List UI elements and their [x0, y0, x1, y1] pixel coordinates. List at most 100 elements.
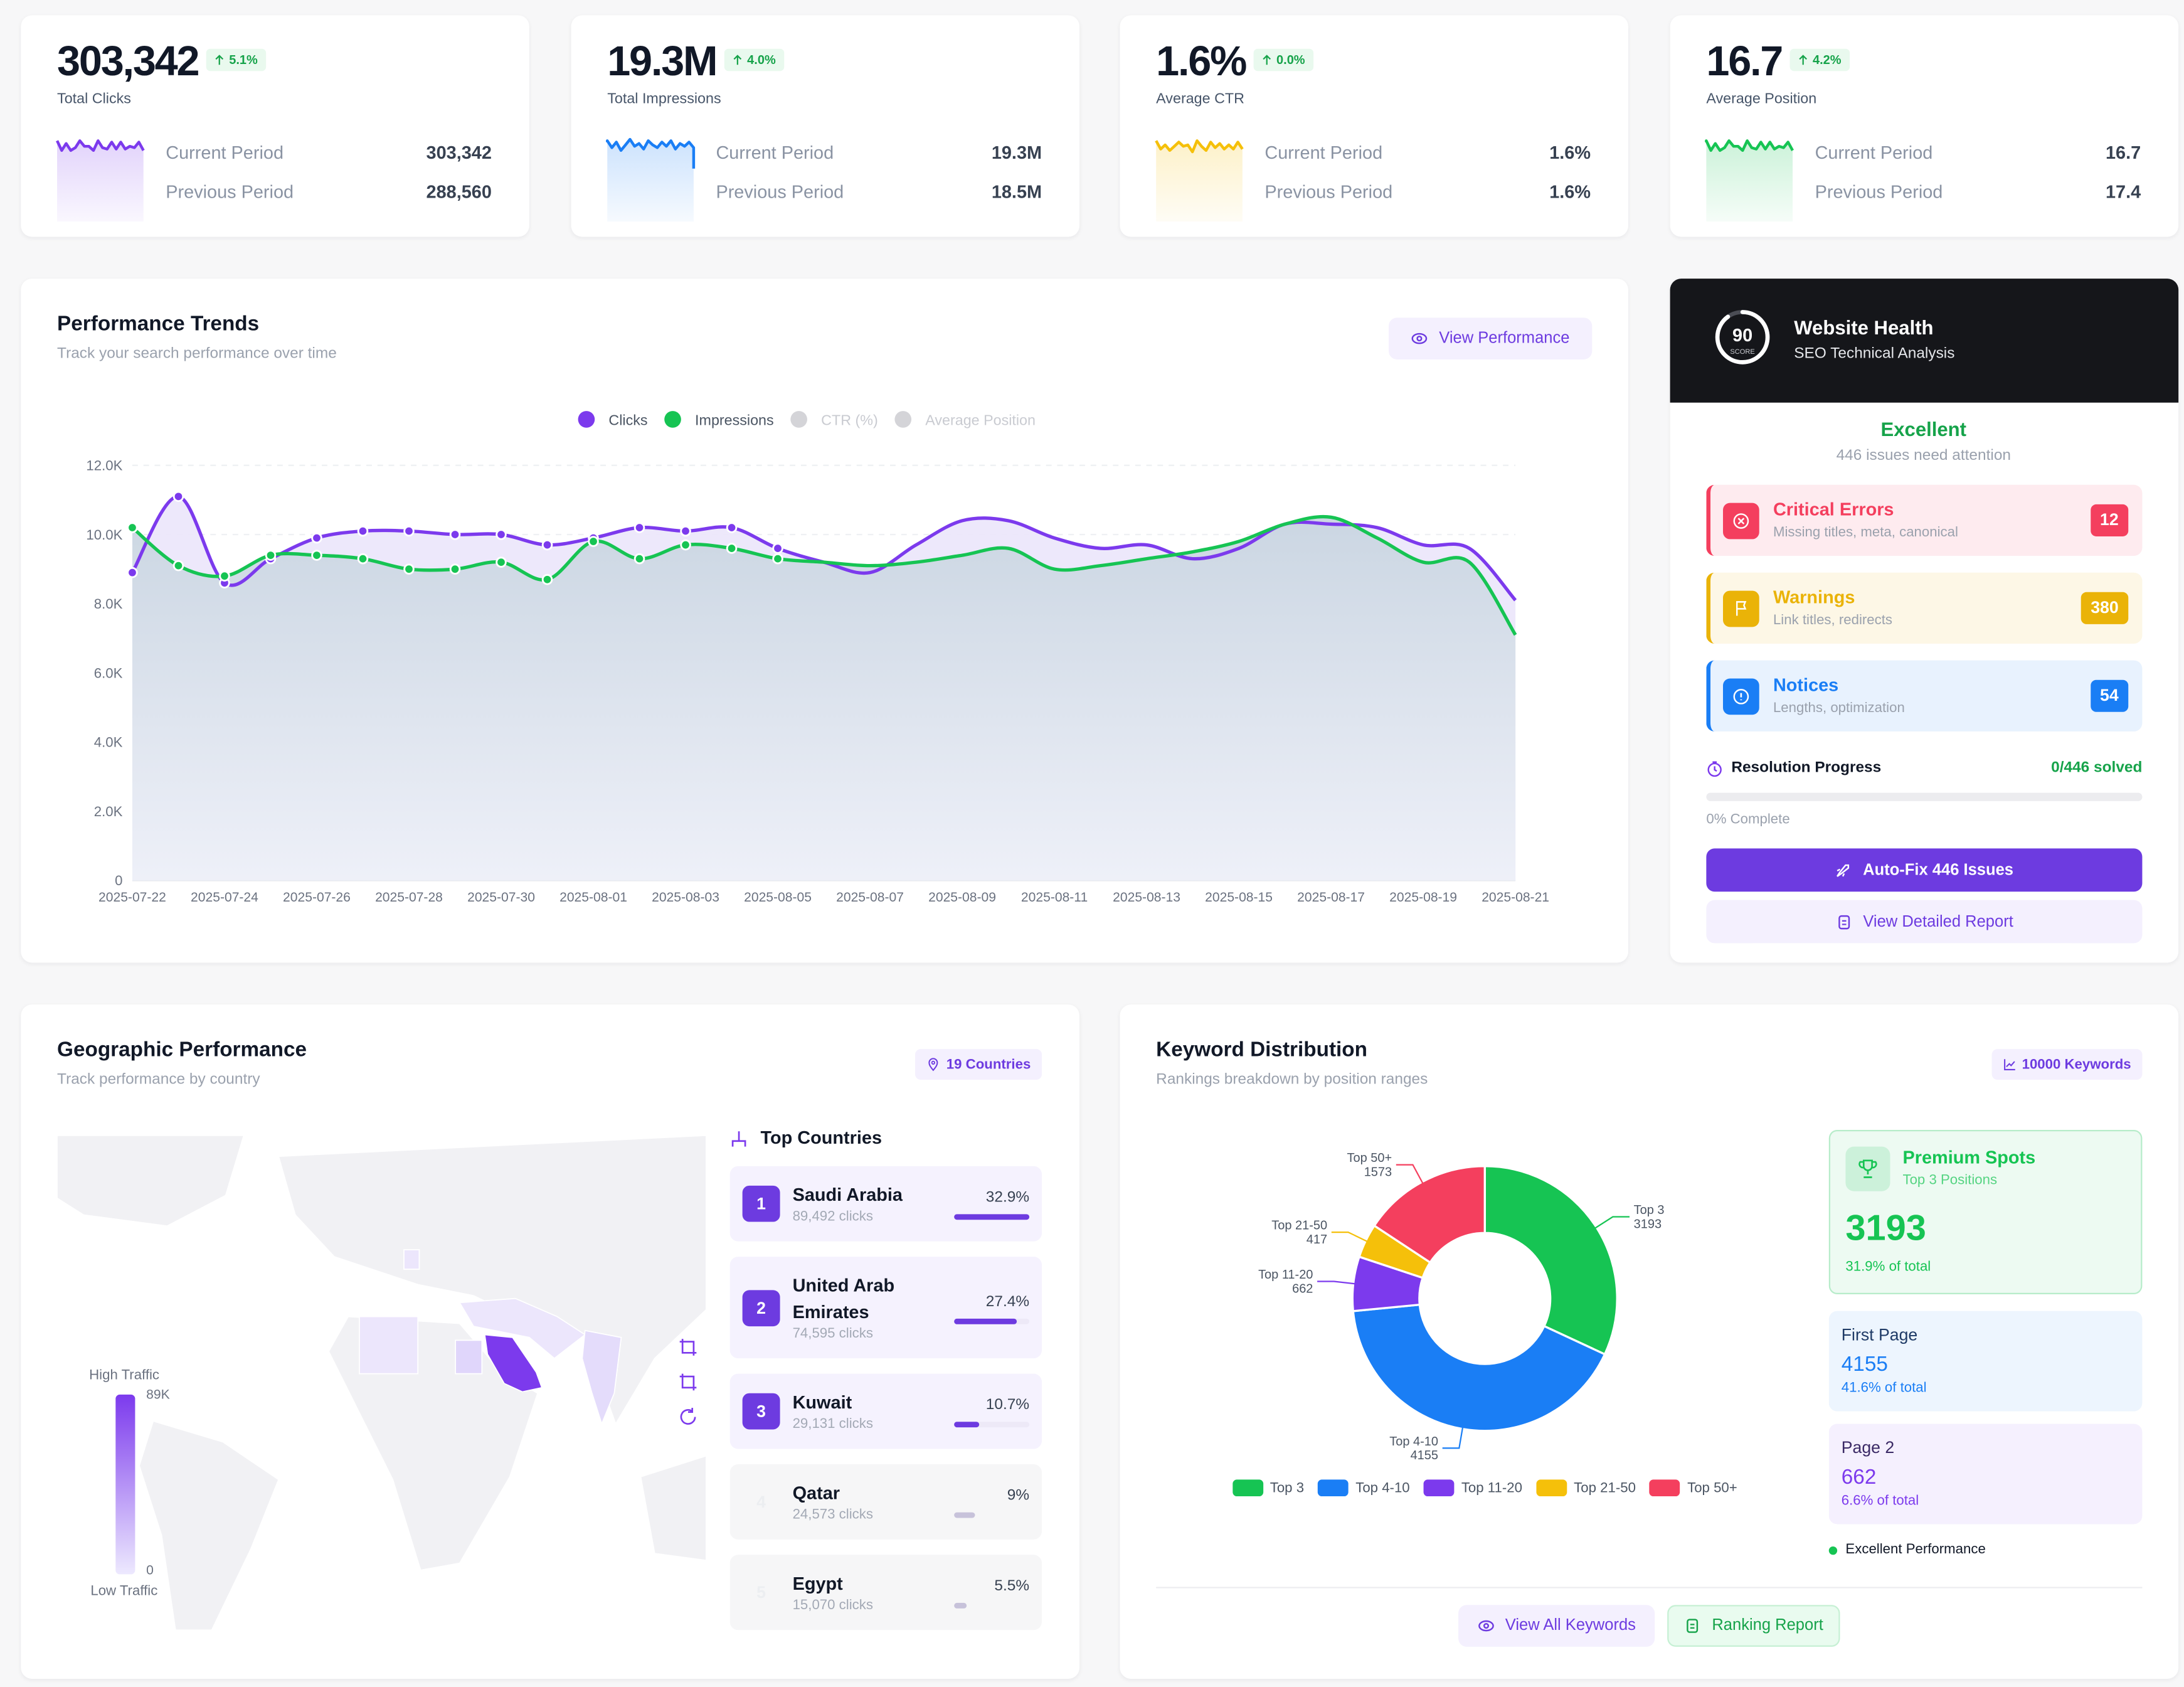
sparkline-line [56, 139, 145, 152]
x-tick-label: 2025-08-01 [559, 890, 627, 905]
list-icon [731, 1131, 746, 1147]
status-dot [1828, 1546, 1838, 1555]
legend-min: 0 [146, 1563, 154, 1579]
series-area [132, 516, 1516, 881]
view-performance-button[interactable]: View Performance [1389, 317, 1593, 359]
x-tick-label: 2025-08-05 [744, 890, 812, 905]
legend-max: 89K [146, 1388, 170, 1403]
auto-fix-button[interactable]: Auto-Fix 446 Issues [1706, 848, 2143, 892]
kpi-change-text: 4.2% [1812, 53, 1842, 67]
button-label: View Detailed Report [1863, 913, 2013, 930]
legend-label[interactable]: Clicks [608, 412, 647, 428]
legend-swatch [1650, 1479, 1680, 1497]
slice-value: 662 [1292, 1282, 1313, 1296]
kpi-head: 16.7 4.2% [1706, 38, 1850, 88]
issue-title: Notices [1773, 674, 1839, 696]
sparkline-area [607, 139, 694, 222]
legend-item[interactable]: Top 11-20 [1423, 1479, 1522, 1497]
icon-shape [1690, 1624, 1695, 1629]
kpi-change-text: 5.1% [229, 53, 258, 67]
ranking-report-button[interactable]: Ranking Report [1667, 1605, 1840, 1647]
icon-shape [1737, 518, 1745, 524]
button-label: Auto-Fix 446 Issues [1863, 861, 2014, 879]
sparkline [1705, 139, 1794, 222]
data-point [172, 491, 184, 503]
x-tick-label: 2025-07-26 [283, 890, 351, 905]
view-keywords-button[interactable]: View All Keywords [1458, 1605, 1655, 1647]
map-control[interactable] [678, 1407, 697, 1427]
share-bar [954, 1422, 979, 1428]
legend-item[interactable]: Top 21-50 [1536, 1479, 1636, 1497]
donut-slice [1352, 1303, 1606, 1432]
legend-item[interactable]: Top 4-10 [1318, 1479, 1410, 1497]
data-point [357, 525, 369, 537]
issue-desc: Missing titles, meta, canonical [1773, 525, 1958, 541]
issue-icon [1723, 678, 1759, 715]
icon-shape [679, 1373, 697, 1391]
data-point [449, 563, 461, 575]
sparkline-area [1706, 141, 1793, 222]
current-label: Current Period [1264, 142, 1383, 164]
up-arrow-shape [734, 55, 743, 65]
legend-label[interactable]: Average Position [925, 412, 1036, 428]
data-point [541, 539, 553, 551]
data-point [726, 543, 738, 554]
country-name: Egypt [792, 1573, 843, 1594]
share-group: 10.7% [954, 1395, 1030, 1428]
legend-item[interactable]: Top 3 [1232, 1479, 1304, 1497]
data-point [541, 573, 553, 585]
health-header [1670, 279, 2179, 403]
share-bar [954, 1602, 967, 1609]
up-arrow [1800, 55, 1808, 65]
country-row: 2 United Arab Emirates 74,595 clicks 27.4% [729, 1257, 1042, 1359]
previous-label: Previous Period [1264, 181, 1393, 203]
card-share: 41.6% of total [1841, 1380, 1927, 1397]
issue-desc: Link titles, redirects [1773, 613, 1893, 629]
share-bar [954, 1214, 1030, 1220]
map-control[interactable] [678, 1372, 697, 1392]
issue-count: 380 [2081, 592, 2129, 624]
icon-shape [1712, 761, 1717, 772]
legend-item[interactable]: Top 50+ [1650, 1479, 1737, 1497]
previous-label: Previous Period [716, 181, 844, 203]
issue-icon [1723, 590, 1759, 627]
geo-badge: 19 Countries [915, 1049, 1042, 1080]
x-tick-label: 2025-08-09 [928, 890, 996, 905]
rank-badge: 2 [742, 1289, 780, 1326]
issue-count: 12 [2090, 504, 2129, 536]
data-point [588, 536, 599, 547]
performance-chart: 0 2.0K 4.0K 6.0K 8.0K 10.0K 12.0K 2025-07-22 202… [86, 411, 1549, 905]
button-icon [1838, 914, 1850, 929]
detailed-report-button[interactable]: View Detailed Report [1706, 900, 2143, 944]
data-point [403, 525, 415, 537]
chart-title: Performance Trends [57, 312, 260, 336]
current-value: 19.3M [991, 142, 1042, 164]
country-clicks: 29,131 clicks [792, 1417, 873, 1432]
country-clicks: 15,070 clicks [792, 1598, 873, 1614]
up-arrow-shape [216, 55, 225, 65]
data-point [127, 522, 138, 533]
share-track [954, 1512, 1029, 1518]
button-label: View Performance [1439, 330, 1570, 347]
legend-marker [894, 411, 912, 428]
map-control[interactable] [678, 1338, 697, 1357]
country-clicks: 74,595 clicks [792, 1326, 873, 1342]
y-tick-label: 12.0K [86, 457, 122, 473]
icon-shape [1837, 863, 1850, 876]
divider [1156, 1587, 2143, 1589]
x-tick-label: 2025-08-21 [1482, 890, 1549, 905]
legend-label[interactable]: Impressions [695, 412, 774, 428]
kpi-change: 5.1% [206, 48, 267, 72]
country-row: 1 Saudi Arabia 89,492 clicks 32.9% [729, 1166, 1042, 1242]
share-group: 32.9% [954, 1188, 1030, 1220]
legend-label[interactable]: CTR (%) [821, 412, 878, 428]
kpi-label: Total Impressions [607, 90, 721, 107]
geo-title: Geographic Performance [57, 1038, 307, 1062]
current-value: 1.6% [1549, 142, 1591, 164]
country-name: Qatar [792, 1482, 840, 1504]
button-icon [1837, 863, 1850, 876]
share-track [954, 1317, 1030, 1324]
keyword-badge: 10000 Keywords [1991, 1049, 2143, 1080]
legend-swatch [1536, 1479, 1567, 1497]
